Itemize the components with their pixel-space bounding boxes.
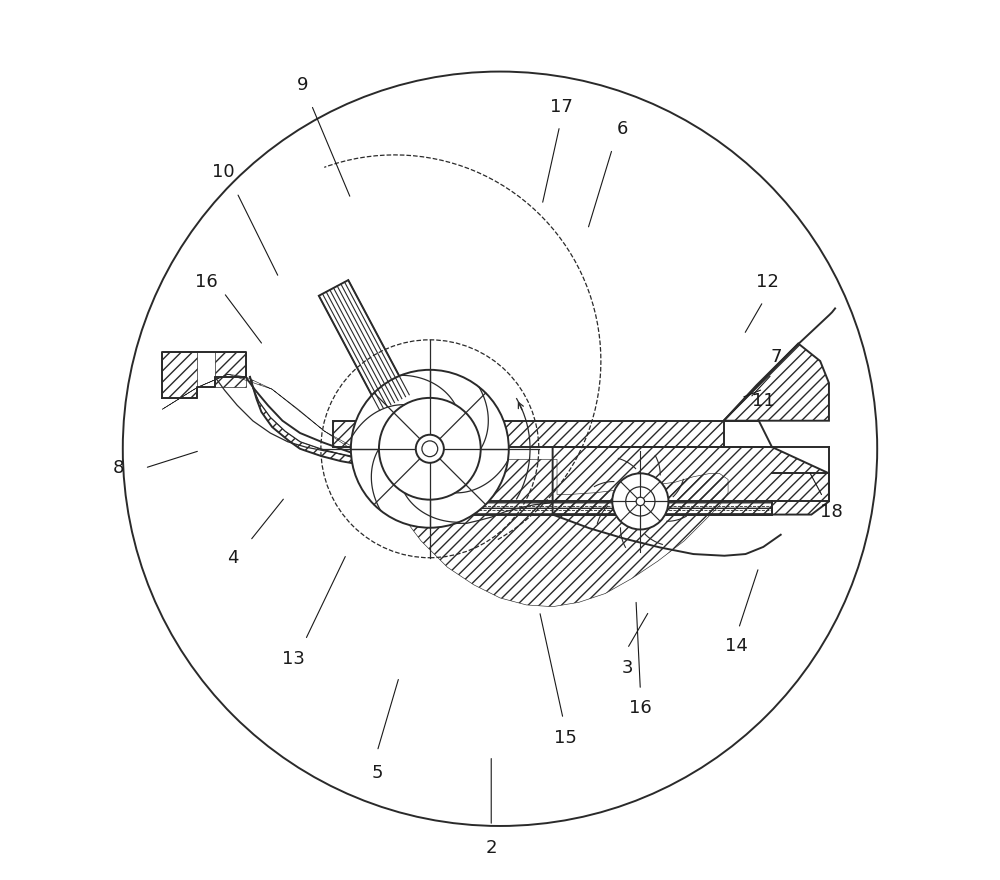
Circle shape	[379, 398, 481, 500]
Text: 16: 16	[629, 699, 652, 716]
Text: 15: 15	[554, 730, 577, 747]
Circle shape	[422, 441, 438, 457]
Polygon shape	[319, 280, 409, 410]
Circle shape	[612, 473, 668, 530]
Text: 5: 5	[371, 765, 383, 782]
Text: 13: 13	[282, 650, 305, 668]
Text: 11: 11	[752, 392, 775, 409]
Text: 7: 7	[771, 348, 782, 366]
Text: 17: 17	[550, 98, 573, 115]
Text: 8: 8	[113, 459, 124, 477]
Circle shape	[351, 370, 509, 528]
Text: 18: 18	[820, 503, 843, 521]
Circle shape	[636, 497, 645, 506]
Circle shape	[626, 487, 655, 516]
Text: 16: 16	[195, 273, 218, 291]
Text: 10: 10	[212, 164, 235, 181]
Text: 14: 14	[725, 637, 748, 655]
Text: 12: 12	[756, 273, 779, 291]
Text: 2: 2	[485, 839, 497, 857]
Text: 4: 4	[227, 549, 238, 568]
Text: 3: 3	[621, 659, 633, 677]
Text: 9: 9	[297, 76, 308, 94]
Text: 6: 6	[617, 120, 628, 137]
Circle shape	[416, 435, 444, 463]
